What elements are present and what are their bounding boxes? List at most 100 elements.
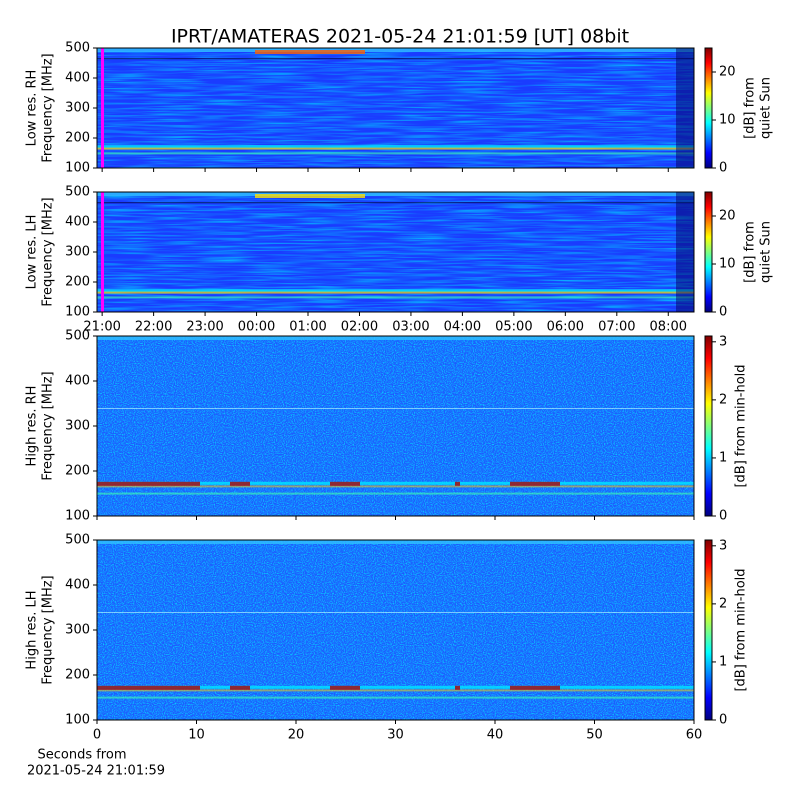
y-tick-label: 100 [65, 509, 90, 524]
x-tick-label: 04:00 [444, 320, 481, 335]
colorbar-label: [dB] from min-hold [734, 364, 749, 487]
band [97, 481, 694, 485]
y-tick-label: 100 [65, 305, 90, 320]
now-marker [101, 192, 104, 312]
x-axis-label: 2021-05-24 21:01:59 [27, 764, 165, 779]
spectrogram-noise [97, 540, 694, 720]
spectrogram-noise [97, 48, 694, 168]
y-tick-label: 100 [65, 713, 90, 728]
y-axis-label: High res. RH [25, 386, 40, 467]
dark-edge [676, 48, 694, 168]
x-tick-label: 20 [288, 728, 305, 743]
band [97, 689, 694, 692]
band [97, 289, 694, 293]
y-axis-label: Frequency [MHz] [41, 371, 56, 480]
colorbar-label: [dB] from [743, 77, 758, 139]
hot-spot [97, 685, 200, 690]
hot-spot [255, 194, 365, 198]
x-tick-label: 08:00 [650, 320, 687, 335]
colorbar [704, 47, 713, 169]
x-tick-label: 40 [487, 728, 504, 743]
band [97, 145, 694, 149]
colorbar [704, 335, 713, 517]
colorbar [704, 539, 713, 721]
y-tick-label: 200 [65, 131, 90, 146]
x-tick-label: 22:00 [135, 320, 172, 335]
y-axis-label: Frequency [MHz] [41, 197, 56, 306]
colorbar-tick-label: 20 [719, 65, 736, 80]
colorbar-tick-label: 0 [719, 713, 727, 728]
colorbar-tick-label: 1 [719, 654, 727, 669]
colorbar-label: quiet Sun [759, 221, 774, 283]
band [97, 685, 694, 689]
colorbar-label: quiet Sun [759, 77, 774, 139]
colorbar-tick-label: 10 [719, 113, 736, 128]
band [97, 147, 694, 150]
y-tick-label: 200 [65, 668, 90, 683]
y-tick-label: 400 [65, 71, 90, 86]
x-tick-label: 23:00 [186, 320, 223, 335]
band [97, 408, 694, 409]
band [97, 696, 694, 699]
spectrogram [97, 336, 694, 516]
y-tick-label: 200 [65, 275, 90, 290]
y-tick-label: 100 [65, 161, 90, 176]
y-tick-label: 300 [65, 623, 90, 638]
hot-spot [255, 50, 365, 54]
colorbar-tick-label: 3 [719, 334, 727, 349]
band [97, 485, 694, 488]
hot-spot [330, 481, 360, 486]
band [97, 202, 694, 204]
spectrogram-noise [97, 192, 694, 312]
band [97, 58, 694, 60]
x-tick-label: 50 [586, 728, 603, 743]
y-tick-label: 300 [65, 101, 90, 116]
colorbar-tick-label: 1 [719, 450, 727, 465]
hot-spot [455, 685, 460, 690]
x-tick-label: 01:00 [289, 320, 326, 335]
hot-spot [330, 685, 360, 690]
x-tick-label: 00:00 [238, 320, 275, 335]
colorbar-label: [dB] from min-hold [734, 568, 749, 691]
y-tick-label: 300 [65, 419, 90, 434]
colorbar-tick-label: 0 [719, 161, 727, 176]
x-tick-label: 30 [387, 728, 404, 743]
y-tick-label: 500 [65, 41, 90, 56]
hot-spot [97, 481, 200, 486]
y-axis-label: Frequency [MHz] [41, 575, 56, 684]
colorbar-label: [dB] from [743, 221, 758, 283]
y-axis-label: Frequency [MHz] [41, 53, 56, 162]
y-tick-label: 500 [65, 185, 90, 200]
x-tick-label: 0 [93, 728, 101, 743]
x-tick-label: 02:00 [341, 320, 378, 335]
x-axis-label: Seconds from [37, 748, 126, 763]
y-tick-label: 500 [65, 533, 90, 548]
colorbar-tick-label: 0 [719, 305, 727, 320]
y-tick-label: 300 [65, 245, 90, 260]
y-tick-label: 400 [65, 215, 90, 230]
y-axis-label: High res. LH [25, 590, 40, 669]
band [97, 291, 694, 294]
band [97, 612, 694, 613]
band [97, 296, 694, 299]
colorbar-tick-label: 2 [719, 392, 727, 407]
x-tick-label: 07:00 [598, 320, 635, 335]
colorbar [704, 191, 713, 313]
band [97, 192, 694, 196]
spectrogram [97, 48, 694, 168]
band [97, 152, 694, 155]
figure-title: IPRT/AMATERAS 2021-05-24 21:01:59 [UT] 0… [171, 26, 629, 48]
colorbar-tick-label: 10 [719, 257, 736, 272]
hot-spot [510, 481, 560, 486]
x-tick-label: 21:00 [83, 320, 120, 335]
colorbar-tick-label: 20 [719, 209, 736, 224]
y-axis-label: Low res. RH [25, 70, 40, 147]
x-tick-label: 10 [188, 728, 205, 743]
hot-spot [455, 481, 460, 486]
hot-spot [230, 685, 250, 690]
band [97, 540, 694, 544]
band [97, 48, 694, 52]
colorbar-tick-label: 0 [719, 509, 727, 524]
spectrogram [97, 540, 694, 720]
